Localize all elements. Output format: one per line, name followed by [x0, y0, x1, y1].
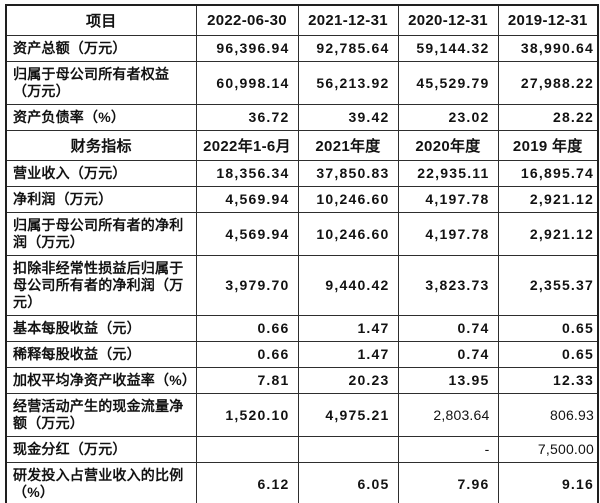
cell-value: 0.65	[497, 315, 599, 342]
cell-value: 6.05	[297, 462, 399, 503]
cell-value: 59,144.32	[397, 35, 499, 62]
cell-value: 10,246.60	[297, 212, 399, 256]
cell-value: 806.93	[497, 393, 599, 437]
table-body: 项目 2022-06-30 2021-12-31 2020-12-31 2019-12-…	[5, 4, 599, 503]
cell-value: 3,823.73	[397, 255, 499, 316]
cell-value: 4,197.78	[397, 212, 499, 256]
header-period-column: 2019 年度	[497, 130, 599, 161]
cell-value: 0.66	[195, 341, 299, 368]
financial-summary-table: 项目 2022-06-30 2021-12-31 2020-12-31 2019-12-…	[5, 4, 599, 503]
cell-value: 9,440.42	[297, 255, 399, 316]
row-label: 营业收入（万元）	[5, 160, 197, 187]
cell-value: 0.74	[397, 341, 499, 368]
cell-value	[297, 436, 399, 463]
row-label: 加权平均净资产收益率（%）	[5, 367, 197, 394]
cell-value: 37,850.83	[297, 160, 399, 187]
header-period-column: 2019-12-31	[497, 4, 599, 36]
cell-value: 20.23	[297, 367, 399, 394]
row-label: 资产总额（万元）	[5, 35, 197, 62]
header-period-column: 2021-12-31	[297, 4, 399, 36]
cell-value: 6.12	[195, 462, 299, 503]
table-row: 营业收入（万元） 18,356.34 37,850.83 22,935.11 16,89…	[5, 160, 599, 187]
row-label: 经营活动产生的现金流量净额（万元）	[5, 393, 197, 437]
row-label: 归属于母公司所有者的净利润（万元）	[5, 212, 197, 256]
table-row: 归属于母公司所有者权益（万元） 60,998.14 56,213.92 45,529.…	[5, 61, 599, 105]
cell-value: 4,569.94	[195, 212, 299, 256]
cell-value: 2,921.12	[497, 186, 599, 213]
cell-value: 96,396.94	[195, 35, 299, 62]
table-row: 现金分红（万元） -7,500.00	[5, 436, 599, 463]
cell-value: 10,246.60	[297, 186, 399, 213]
cell-value: 4,569.94	[195, 186, 299, 213]
header-period-column: 2020年度	[397, 130, 499, 161]
cell-value	[195, 436, 299, 463]
cell-value: 2,921.12	[497, 212, 599, 256]
row-label: 基本每股收益（元）	[5, 315, 197, 342]
cell-value: 7.96	[397, 462, 499, 503]
cell-value: 13.95	[397, 367, 499, 394]
cell-value: 36.72	[195, 104, 299, 131]
table-row: 归属于母公司所有者的净利润（万元） 4,569.94 10,246.60 4,197.…	[5, 212, 599, 256]
table-row: 净利润（万元） 4,569.94 10,246.60 4,197.78 2,921.12	[5, 186, 599, 213]
header-item-column: 项目	[5, 4, 197, 36]
table-row: 资产负债率（%） 36.72 39.42 23.02 28.22	[5, 104, 599, 131]
row-label: 资产负债率（%）	[5, 104, 197, 131]
cell-value: 45,529.79	[397, 61, 499, 105]
cell-value: -	[397, 436, 499, 463]
cell-value: 27,988.22	[497, 61, 599, 105]
cell-value: 56,213.92	[297, 61, 399, 105]
table-header-row: 项目 2022-06-30 2021-12-31 2020-12-31 2019-12-…	[5, 4, 599, 36]
cell-value: 22,935.11	[397, 160, 499, 187]
header-period-column: 2021年度	[297, 130, 399, 161]
table-row: 稀释每股收益（元） 0.66 1.47 0.74 0.65	[5, 341, 599, 368]
header-period-column: 2022-06-30	[195, 4, 299, 36]
cell-value: 7,500.00	[497, 436, 599, 463]
table-row: 研发投入占营业收入的比例（%） 6.12 6.05 7.96 9.16	[5, 462, 599, 503]
cell-value: 23.02	[397, 104, 499, 131]
table-row: 基本每股收益（元） 0.66 1.47 0.74 0.65	[5, 315, 599, 342]
row-label: 研发投入占营业收入的比例（%）	[5, 462, 197, 503]
cell-value: 7.81	[195, 367, 299, 394]
cell-value: 92,785.64	[297, 35, 399, 62]
cell-value: 18,356.34	[195, 160, 299, 187]
cell-value: 0.65	[497, 341, 599, 368]
cell-value: 4,975.21	[297, 393, 399, 437]
row-label: 归属于母公司所有者权益（万元）	[5, 61, 197, 105]
cell-value: 1.47	[297, 315, 399, 342]
section-header-row: 财务指标 2022年1-6月 2021年度 2020年度 2019 年度	[5, 130, 599, 161]
cell-value: 39.42	[297, 104, 399, 131]
header-period-column: 2020-12-31	[397, 4, 499, 36]
cell-value: 0.74	[397, 315, 499, 342]
cell-value: 2,355.37	[497, 255, 599, 316]
cell-value: 2,803.64	[397, 393, 499, 437]
row-label: 稀释每股收益（元）	[5, 341, 197, 368]
cell-value: 1,520.10	[195, 393, 299, 437]
cell-value: 16,895.74	[497, 160, 599, 187]
cell-value: 1.47	[297, 341, 399, 368]
cell-value: 60,998.14	[195, 61, 299, 105]
header-item-column: 财务指标	[5, 130, 197, 161]
table-row: 资产总额（万元） 96,396.94 92,785.64 59,144.32 38,99…	[5, 35, 599, 62]
cell-value: 9.16	[497, 462, 599, 503]
row-label: 现金分红（万元）	[5, 436, 197, 463]
cell-value: 12.33	[497, 367, 599, 394]
table-row: 经营活动产生的现金流量净额（万元） 1,520.10 4,975.21 2,803.6…	[5, 393, 599, 437]
cell-value: 38,990.64	[497, 35, 599, 62]
cell-value: 4,197.78	[397, 186, 499, 213]
row-label: 净利润（万元）	[5, 186, 197, 213]
table-row: 扣除非经常性损益后归属于母公司所有者的净利润（万元） 3,979.70 9,440.…	[5, 255, 599, 316]
cell-value: 0.66	[195, 315, 299, 342]
cell-value: 3,979.70	[195, 255, 299, 316]
cell-value: 28.22	[497, 104, 599, 131]
table-row: 加权平均净资产收益率（%） 7.81 20.23 13.95 12.33	[5, 367, 599, 394]
row-label: 扣除非经常性损益后归属于母公司所有者的净利润（万元）	[5, 255, 197, 316]
header-period-column: 2022年1-6月	[195, 130, 299, 161]
